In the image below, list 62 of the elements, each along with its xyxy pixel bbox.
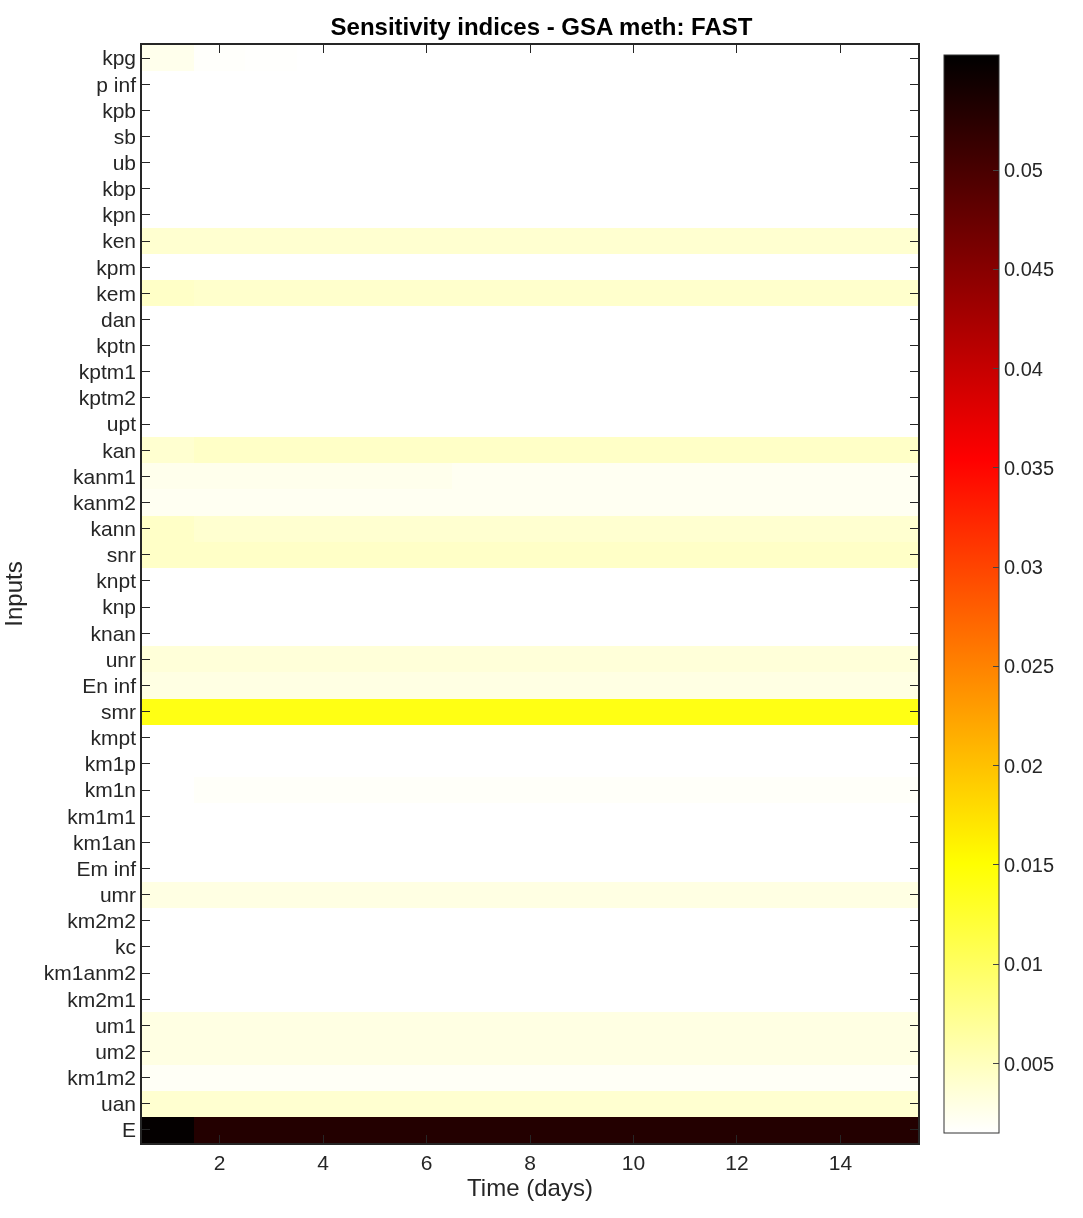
y-tick-label: knp: [102, 595, 137, 619]
y-tick-label: km1m1: [67, 804, 137, 828]
y-tick-label: kanm1: [73, 464, 137, 488]
y-tick-label: E: [122, 1118, 137, 1142]
y-tick-label: snr: [106, 543, 137, 567]
y-tick-label: kmpt: [90, 726, 137, 750]
y-tick-label: uan: [101, 1092, 137, 1116]
color-bar-label: 0.05: [1004, 159, 1043, 182]
color-bar-label: 0.015: [1004, 853, 1055, 876]
x-tick-label: 6: [420, 1150, 433, 1174]
y-tick-label: kpg: [102, 46, 137, 70]
y-tick-label: kbp: [102, 177, 137, 201]
color-bar-label: 0.005: [1004, 1052, 1055, 1075]
y-tick-label: knan: [90, 621, 137, 645]
y-tick-label: unr: [105, 647, 137, 671]
chart-title: Sensitivity indices - GSA meth: FAST: [330, 13, 753, 41]
x-tick-label: 4: [317, 1150, 330, 1174]
y-tick-label: kpb: [102, 98, 137, 122]
x-tick-label: 10: [621, 1150, 646, 1174]
y-tick-label: kan: [102, 438, 137, 462]
y-tick-label: kpm: [96, 255, 137, 279]
x-tick-label: 8: [524, 1150, 536, 1174]
color-bar-label: 0.045: [1004, 258, 1055, 281]
y-tick-label: ken: [102, 229, 137, 253]
color-bar-label: 0.01: [1004, 953, 1043, 976]
y-tick-label: p inf: [96, 72, 137, 96]
y-tick-label: km1p: [84, 752, 137, 776]
y-tick-label: dan: [101, 307, 137, 331]
y-tick-label: kpn: [102, 203, 137, 227]
color-bar-label: 0.04: [1004, 357, 1043, 380]
color-bar-label: 0.02: [1004, 754, 1043, 777]
x-tick-label: 12: [725, 1150, 749, 1174]
y-tick-label: En inf: [82, 673, 137, 697]
y-tick-label: Em inf: [76, 856, 137, 880]
y-tick-label: km2m2: [67, 909, 137, 933]
x-axis-title: Time (days): [467, 1173, 593, 1201]
x-tick-label: 14: [828, 1150, 853, 1174]
y-tick-label: smr: [101, 699, 137, 723]
color-bar-label: 0.025: [1004, 655, 1055, 678]
color-bar-label: 0.03: [1004, 556, 1043, 579]
y-tick-label: km1m2: [67, 1065, 137, 1089]
y-tick-label: km2m1: [67, 987, 137, 1011]
x-tick-label: 2: [213, 1150, 226, 1174]
y-tick-label: ub: [112, 150, 137, 174]
y-tick-label: km1n: [84, 778, 137, 802]
color-bar-label: 0.035: [1004, 456, 1055, 479]
y-tick-label: km1an: [73, 830, 137, 854]
y-tick-label: kanm2: [73, 490, 137, 514]
y-tick-label: sb: [113, 124, 137, 148]
y-tick-label: kem: [96, 281, 137, 305]
y-tick-label: kptm1: [78, 360, 137, 384]
y-tick-label: um1: [95, 1013, 137, 1037]
y-tick-label: kc: [115, 935, 137, 959]
y-tick-label: kann: [90, 516, 137, 540]
y-axis-title: Inputs: [0, 561, 27, 627]
y-tick-label: kptm2: [78, 386, 137, 410]
y-tick-label: km1anm2: [43, 961, 137, 985]
y-tick-label: kptn: [96, 333, 137, 357]
y-tick-label: upt: [106, 412, 137, 436]
y-tick-label: umr: [99, 882, 137, 906]
y-tick-label: um2: [95, 1039, 137, 1063]
y-tick-label: knpt: [96, 569, 137, 593]
